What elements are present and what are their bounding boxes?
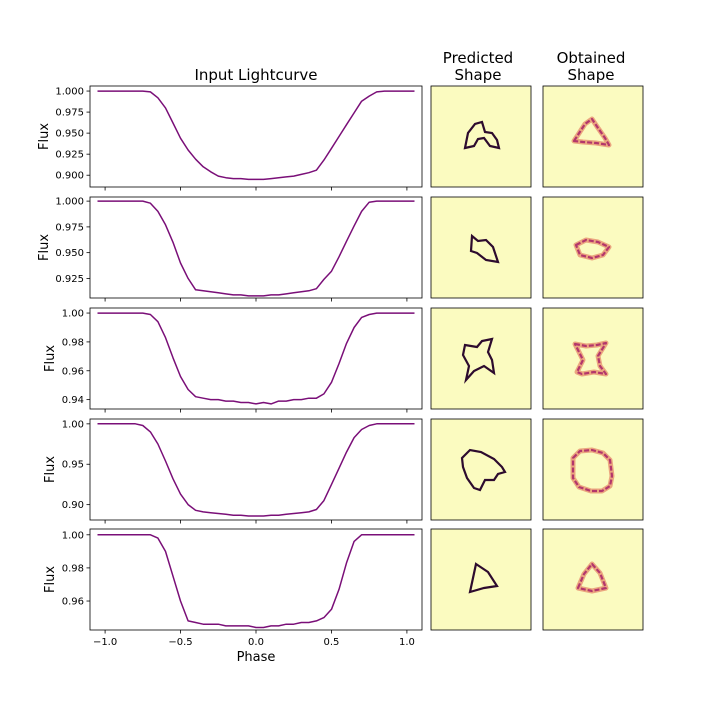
lightcurve-line <box>97 534 415 629</box>
predicted-shape-background <box>430 196 532 299</box>
obtained-shape-outline <box>576 562 608 593</box>
predicted-shape-background <box>430 418 532 521</box>
predicted-shape-outline <box>463 120 501 150</box>
y-tick-label: 0.95 <box>62 460 84 471</box>
title-obtained-line1: Obtained <box>557 49 626 67</box>
predicted-shape-background <box>430 307 532 410</box>
obtained-shape-panel-5 <box>542 528 644 631</box>
obtained-shape-panel-2 <box>542 196 644 299</box>
lightcurve-axes-frame <box>89 307 423 410</box>
y-axis-label: Flux <box>43 456 58 483</box>
y-tick-label: 0.98 <box>62 337 84 348</box>
x-axis-label: Phase <box>237 650 276 665</box>
x-tick-label: 0.0 <box>248 637 264 648</box>
obtained-shape-outline <box>571 448 614 493</box>
lightcurve-axes-frame <box>89 85 423 188</box>
title-input-lightcurve: Input Lightcurve <box>194 66 317 84</box>
predicted-shape-outline <box>460 448 507 492</box>
lightcurve-line <box>97 312 415 405</box>
obtained-shape-background <box>542 196 644 299</box>
lightcurve-axes-frame <box>89 418 423 521</box>
obtained-shape-panel-4 <box>542 418 644 521</box>
y-tick-label: 1.00 <box>62 530 84 541</box>
x-tick-label: −0.5 <box>168 637 192 648</box>
lightcurve-row-2: 0.925 0.950 0.975 1.000 Flux <box>37 196 423 302</box>
predicted-shape-outline <box>461 337 496 384</box>
y-tick-label: 0.925 <box>55 274 84 285</box>
predicted-shape-outline <box>469 233 500 264</box>
title-obtained-line2: Shape <box>568 66 615 84</box>
predicted-shape-panel-3 <box>430 307 532 410</box>
lightcurve-line <box>97 90 415 181</box>
lightcurve-line <box>97 200 415 297</box>
x-tick-label: 0.5 <box>324 637 340 648</box>
y-tick-label: 0.975 <box>55 108 84 119</box>
x-tick-label: 1.0 <box>399 637 415 648</box>
y-tick-label: 0.950 <box>55 248 84 259</box>
lightcurve-row-5: 0.96 0.98 1.00 −1.0 −0.5 0.0 0.5 1.0 Flux <box>43 528 423 648</box>
obtained-shape-background <box>542 307 644 410</box>
y-tick-label: 0.90 <box>62 500 84 511</box>
obtained-shape-outline <box>574 238 611 260</box>
y-tick-label: 1.000 <box>55 197 84 208</box>
predicted-shape-panel-5 <box>430 528 532 631</box>
y-tick-label: 0.96 <box>62 366 84 377</box>
obtained-shape-panel-3 <box>542 307 644 410</box>
y-tick-label: 1.00 <box>62 309 84 320</box>
lightcurve-row-3: 0.94 0.96 0.98 1.00 Flux <box>43 307 423 413</box>
lightcurve-row-4: 0.90 0.95 1.00 Flux <box>43 418 423 524</box>
predicted-shape-panel-4 <box>430 418 532 521</box>
lightcurve-axes-frame <box>89 196 423 299</box>
y-tick-label: 0.950 <box>55 129 84 140</box>
y-tick-label: 0.98 <box>62 563 84 574</box>
predicted-shape-background <box>430 528 532 631</box>
y-tick-label: 1.00 <box>62 419 84 430</box>
obtained-shape-background <box>542 85 644 188</box>
predicted-shape-outline <box>468 562 499 594</box>
rows-group: 0.9000.9250.9500.9751.000Flux0.9250.9500… <box>37 85 644 648</box>
x-tick-label: −1.0 <box>93 637 117 648</box>
predicted-shape-panel-2 <box>430 196 532 299</box>
y-tick-label: 0.94 <box>62 395 84 406</box>
lightcurve-axes-frame <box>89 528 423 631</box>
lightcurve-line <box>97 423 415 517</box>
y-axis-label: Flux <box>37 234 52 261</box>
title-predicted-line1: Predicted <box>443 49 513 67</box>
obtained-shape-panel-1 <box>542 85 644 188</box>
y-tick-label: 0.900 <box>55 171 84 182</box>
obtained-shape-background <box>542 528 644 631</box>
y-axis-label: Flux <box>43 345 58 372</box>
obtained-shape-background <box>542 418 644 521</box>
predicted-shape-panel-1 <box>430 85 532 188</box>
lightcurve-row-1: 0.900 0.925 0.950 0.975 1.000 Flux <box>37 85 423 191</box>
y-axis-label: Flux <box>43 566 58 593</box>
y-tick-label: 0.975 <box>55 222 84 233</box>
obtained-shape-outline <box>572 117 611 147</box>
y-tick-label: 1.000 <box>55 87 84 98</box>
obtained-shape-outline <box>573 341 608 376</box>
y-tick-label: 0.925 <box>55 150 84 161</box>
title-predicted-line2: Shape <box>455 66 502 84</box>
y-axis-label: Flux <box>37 123 52 150</box>
predicted-shape-background <box>430 85 532 188</box>
y-tick-label: 0.96 <box>62 597 84 608</box>
